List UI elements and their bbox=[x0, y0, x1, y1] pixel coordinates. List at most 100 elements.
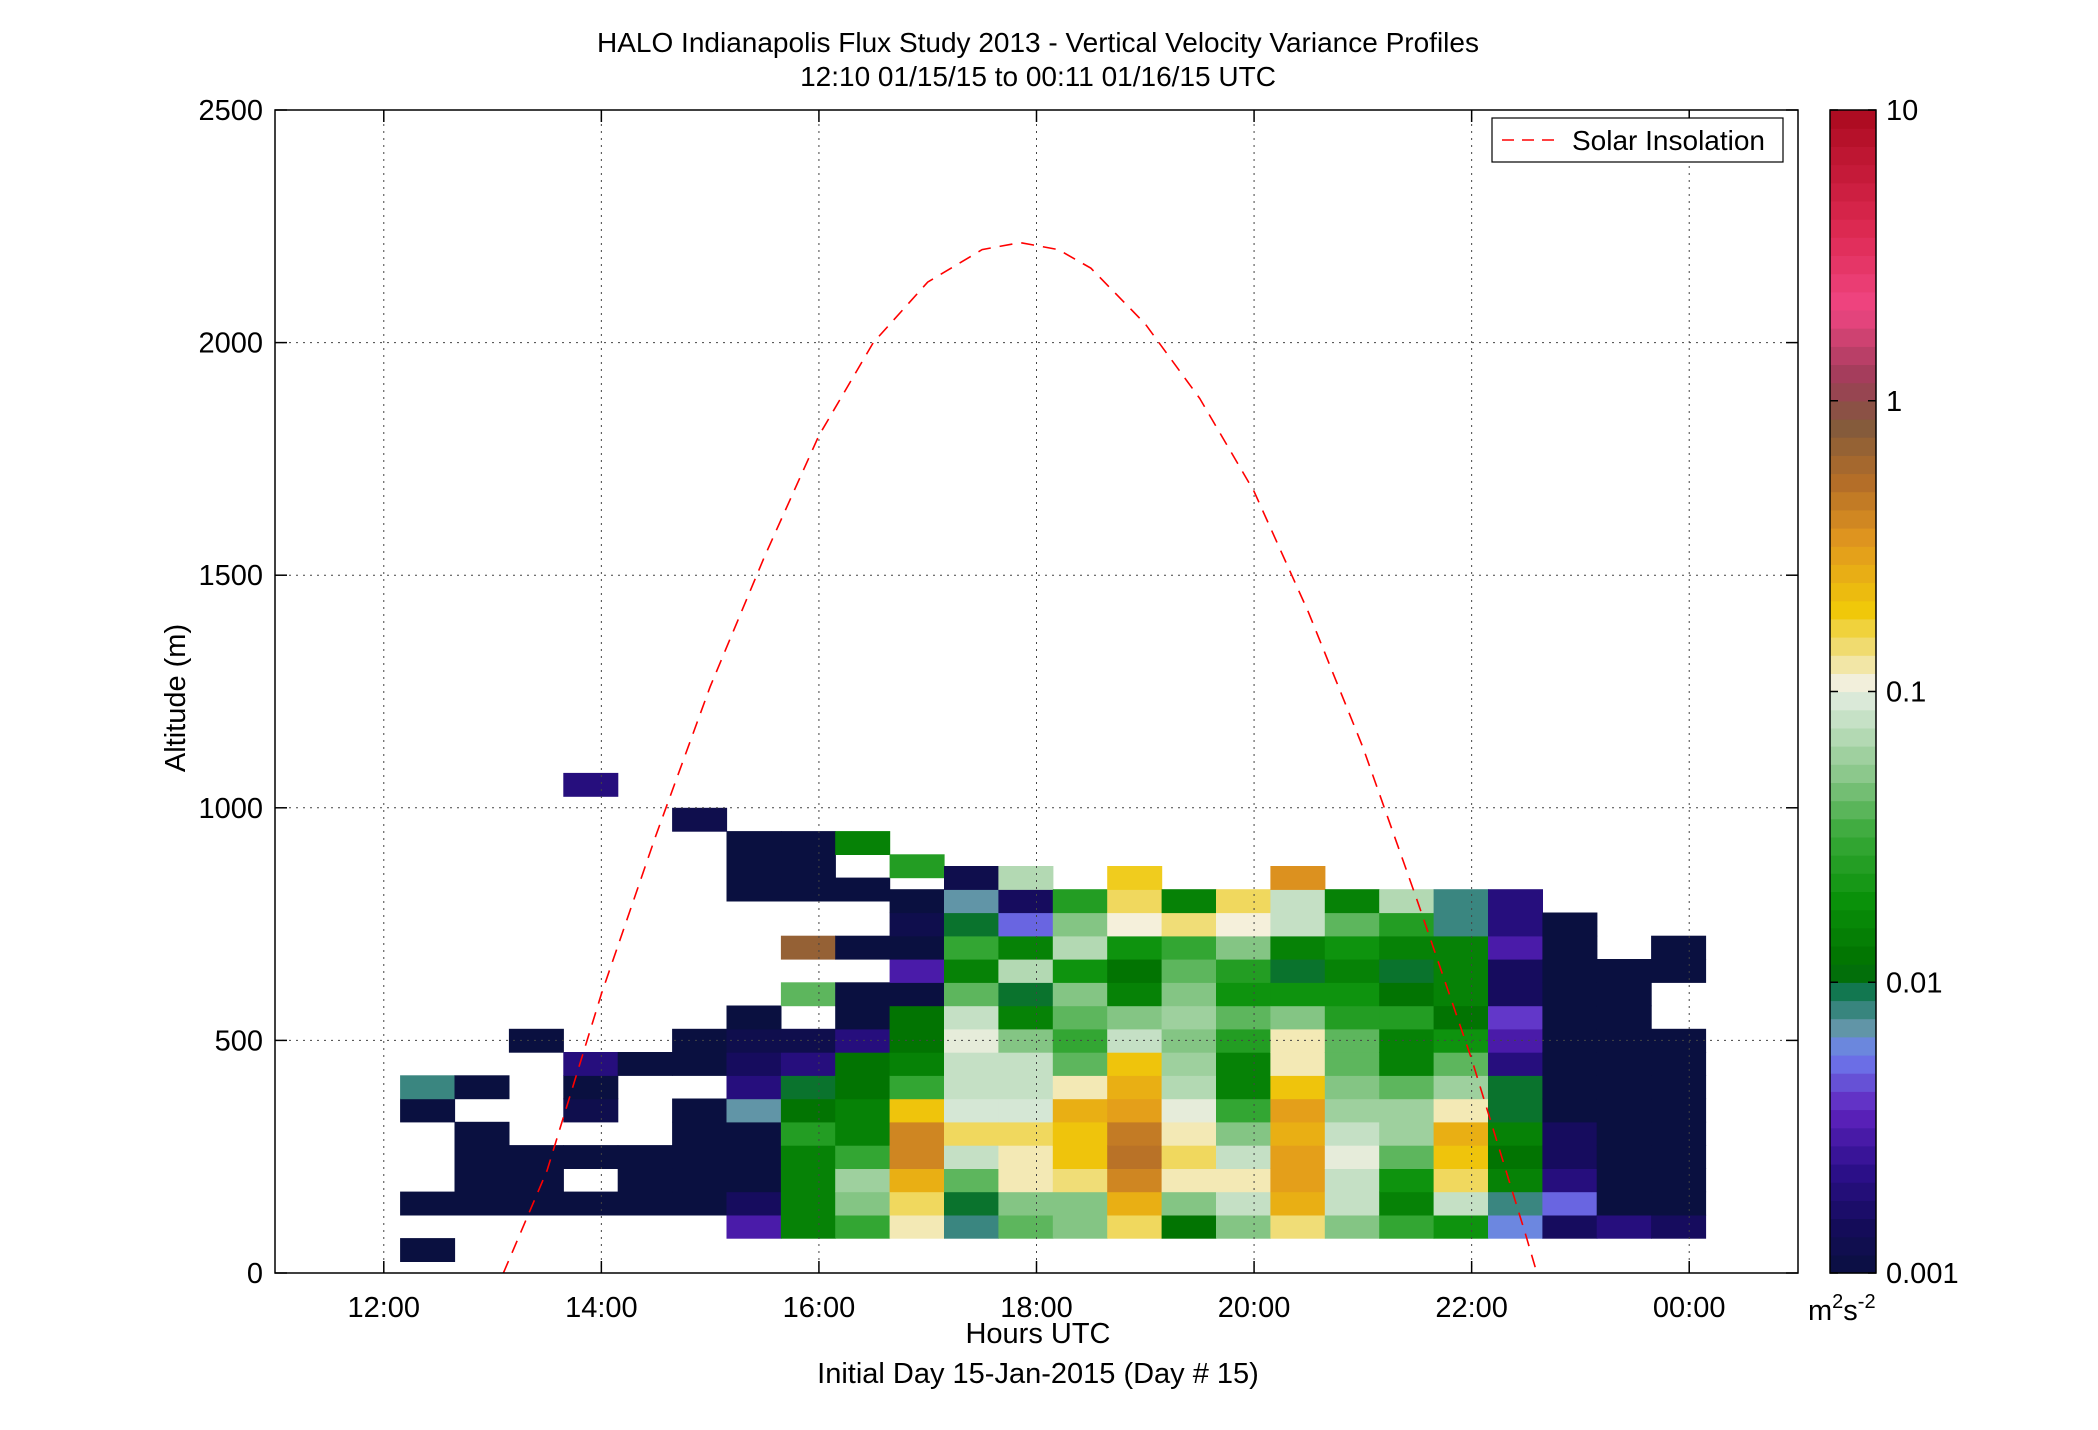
heatmap-cell bbox=[1161, 1098, 1217, 1123]
heatmap-cell bbox=[1216, 959, 1271, 983]
heatmap-cell bbox=[1651, 1028, 1707, 1053]
heatmap-cell bbox=[835, 1121, 891, 1146]
heatmap-cell bbox=[1542, 1075, 1598, 1100]
legend-entry-solar-insolation: Solar Insolation bbox=[1572, 125, 1765, 156]
colorbar-segment bbox=[1830, 1091, 1876, 1111]
heatmap-cell bbox=[998, 935, 1054, 960]
colorbar-segment bbox=[1830, 764, 1876, 783]
x-tick-label: 20:00 bbox=[1218, 1292, 1291, 1324]
x-tick-label: 16:00 bbox=[783, 1292, 856, 1324]
colorbar-segment bbox=[1830, 582, 1876, 602]
heatmap-cell bbox=[1542, 959, 1598, 983]
heatmap-cell bbox=[780, 1075, 836, 1100]
colorbar-segment bbox=[1830, 909, 1876, 929]
heatmap-cell bbox=[835, 1098, 891, 1123]
colorbar-segment bbox=[1830, 273, 1876, 293]
x-tick-label: 18:00 bbox=[1000, 1292, 1073, 1324]
heatmap-cell bbox=[726, 854, 782, 879]
heatmap-cell bbox=[1651, 1214, 1707, 1239]
colorbar-tick-label: 0.01 bbox=[1886, 967, 1942, 999]
colorbar-segment bbox=[1830, 200, 1876, 220]
heatmap-cell bbox=[563, 1052, 619, 1076]
colorbar-segment bbox=[1830, 618, 1876, 638]
heatmap-cell bbox=[454, 1168, 510, 1193]
heatmap-cell bbox=[563, 1191, 619, 1216]
heatmap-cell bbox=[1216, 1214, 1271, 1239]
colorbar-segment bbox=[1830, 964, 1876, 983]
heatmap-cell bbox=[1270, 889, 1326, 914]
heatmap-cell bbox=[835, 982, 891, 1007]
heatmap-cell bbox=[1270, 982, 1326, 1007]
heatmap-cell bbox=[1379, 1052, 1435, 1076]
colorbar-segment bbox=[1830, 655, 1876, 674]
colorbar-segment bbox=[1830, 873, 1876, 892]
heatmap-cell bbox=[1433, 1191, 1489, 1216]
heatmap-cell bbox=[508, 1028, 564, 1053]
colorbar-segment bbox=[1830, 564, 1876, 584]
heatmap-cell bbox=[1596, 1214, 1652, 1239]
colorbar-segment bbox=[1830, 1073, 1876, 1092]
heatmap-cell bbox=[835, 831, 891, 855]
colorbar-segment bbox=[1830, 945, 1876, 965]
colorbar-segment bbox=[1830, 418, 1876, 438]
heatmap-cell bbox=[835, 1191, 891, 1216]
heatmap-cell bbox=[1052, 1075, 1108, 1100]
heatmap-cell bbox=[1161, 1191, 1217, 1216]
colorbar-segment bbox=[1830, 691, 1876, 711]
heatmap-cell bbox=[1433, 1098, 1489, 1123]
heatmap-cell bbox=[1651, 1075, 1707, 1100]
heatmap-cell bbox=[1379, 1191, 1435, 1216]
y-tick-label: 500 bbox=[215, 1025, 263, 1057]
heatmap-cell bbox=[889, 1145, 945, 1169]
heatmap-cell bbox=[726, 1052, 782, 1076]
heatmap-cell bbox=[1433, 1145, 1489, 1169]
heatmap-cell bbox=[1651, 1098, 1707, 1123]
heatmap-cell bbox=[780, 877, 836, 902]
colorbar-segment bbox=[1830, 291, 1876, 311]
heatmap-cell bbox=[1488, 1005, 1543, 1030]
heatmap-cell bbox=[672, 1168, 728, 1193]
heatmap-cell bbox=[1216, 1145, 1271, 1169]
colorbar-segment bbox=[1830, 818, 1876, 838]
heatmap-cell bbox=[1596, 1028, 1652, 1053]
heatmap-cell bbox=[508, 1191, 564, 1216]
colorbar-segment bbox=[1830, 1109, 1876, 1129]
heatmap-cell bbox=[944, 889, 999, 914]
heatmap-cell bbox=[1488, 912, 1543, 937]
heatmap-cell bbox=[1216, 982, 1271, 1007]
heatmap-cell bbox=[1052, 1052, 1108, 1076]
heatmap-cell bbox=[1107, 912, 1163, 937]
heatmap-cell bbox=[1161, 1145, 1217, 1169]
colorbar-segment bbox=[1830, 982, 1876, 1002]
heatmap-cell bbox=[944, 982, 999, 1007]
colorbar-segment bbox=[1830, 455, 1876, 475]
colorbar-unit-base: m bbox=[1808, 1295, 1832, 1327]
heatmap-cell bbox=[1379, 912, 1435, 937]
x-tick-label: 12:00 bbox=[347, 1292, 420, 1324]
heatmap-cell bbox=[1651, 1191, 1707, 1216]
heatmap-cell bbox=[780, 831, 836, 855]
x-axis-ticks: 12:00 14:00 16:00 18:00 20:00 22:00 00:00 bbox=[347, 110, 1726, 1324]
heatmap-cell bbox=[1107, 1075, 1163, 1100]
heatmap-cell bbox=[1324, 889, 1380, 914]
heatmap-cell bbox=[1052, 1168, 1108, 1193]
heatmap-cell bbox=[835, 1214, 891, 1239]
heatmap-cell bbox=[944, 1005, 999, 1030]
heatmap-cell bbox=[1542, 1005, 1598, 1030]
heatmap-cell bbox=[563, 1075, 619, 1100]
heatmap-cell bbox=[1379, 1121, 1435, 1146]
heatmap-cell bbox=[1270, 959, 1326, 983]
heatmap-cell bbox=[1379, 1145, 1435, 1169]
heatmap-cell bbox=[563, 1145, 619, 1169]
heatmap-cell bbox=[1216, 1168, 1271, 1193]
heatmap-cell bbox=[944, 1098, 999, 1123]
heatmap-cell bbox=[1052, 1005, 1108, 1030]
colorbar-segment bbox=[1830, 673, 1876, 693]
heatmap-cell bbox=[1379, 1214, 1435, 1239]
heatmap-cell bbox=[835, 1005, 891, 1030]
heatmap-cell bbox=[1379, 982, 1435, 1007]
colorbar-segment bbox=[1830, 1164, 1876, 1183]
heatmap-cell bbox=[1270, 935, 1326, 960]
y-tick-label: 2500 bbox=[198, 95, 263, 127]
